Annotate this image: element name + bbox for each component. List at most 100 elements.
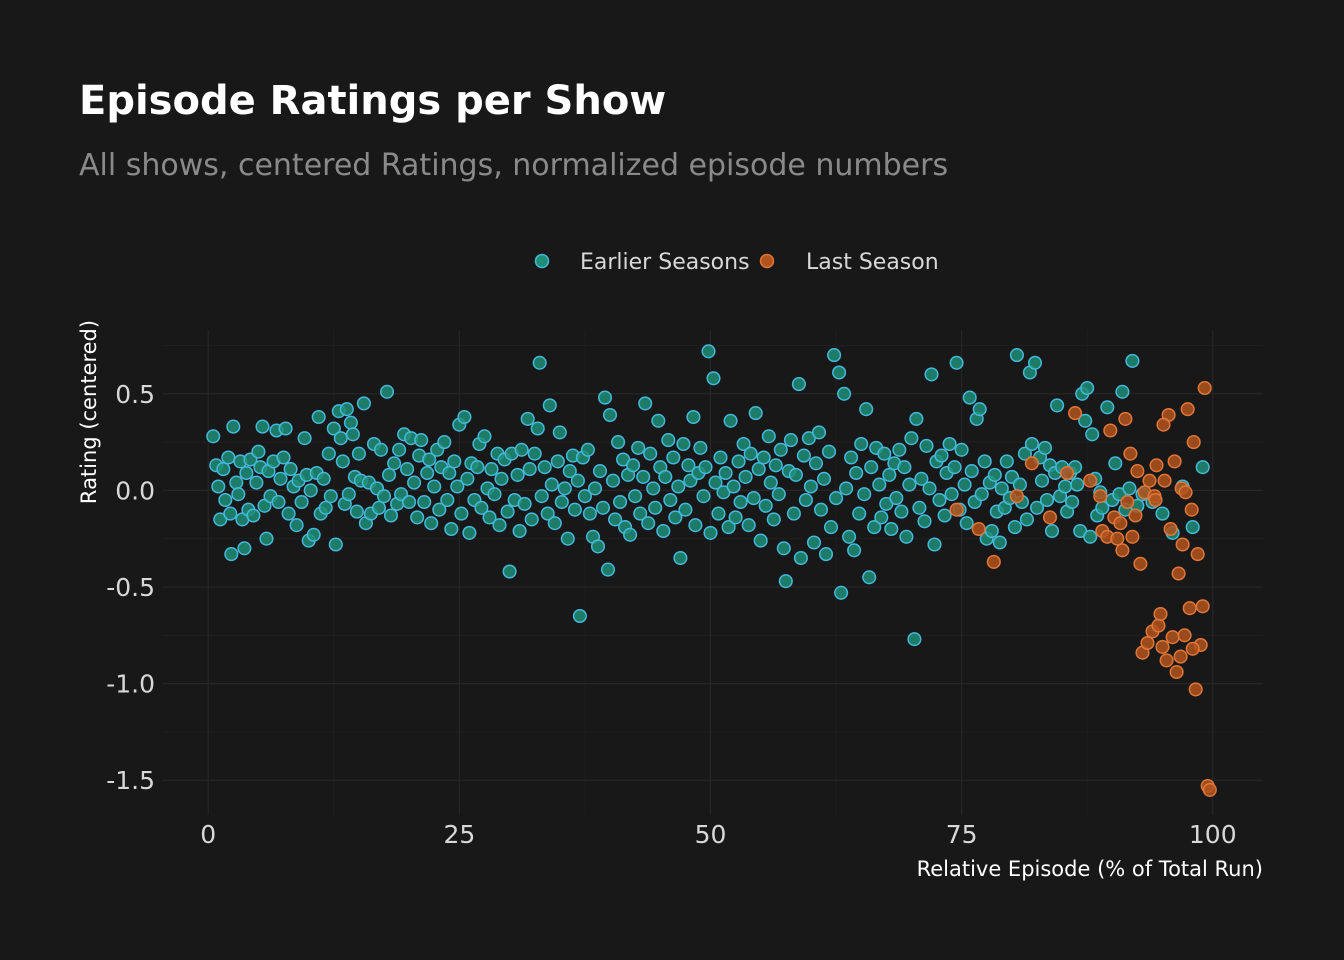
data-point <box>1167 454 1182 469</box>
x-axis-title: Relative Episode (% of Total Run) <box>917 857 1263 881</box>
data-point <box>608 512 623 527</box>
data-point <box>778 574 793 589</box>
y-tick-label: 0.5 <box>115 380 155 409</box>
data-point <box>229 475 244 490</box>
data-point <box>854 436 869 452</box>
data-point <box>932 492 947 508</box>
data-point <box>206 429 221 444</box>
data-point <box>972 402 987 417</box>
data-point <box>688 518 703 533</box>
data-point <box>1118 411 1133 426</box>
data-point <box>534 489 549 504</box>
data-point <box>562 464 577 479</box>
data-point <box>718 465 733 481</box>
data-point <box>454 506 469 521</box>
data-point <box>544 477 559 492</box>
data-point <box>696 489 711 504</box>
data-point <box>306 527 321 542</box>
data-point <box>829 491 844 506</box>
data-point <box>427 479 442 494</box>
data-point <box>1007 520 1022 535</box>
data-point <box>643 446 658 461</box>
data-point <box>1017 446 1032 461</box>
data-point <box>1012 477 1027 492</box>
data-point <box>839 481 854 496</box>
data-point <box>613 494 628 510</box>
data-point <box>882 467 897 482</box>
data-point <box>567 502 582 517</box>
data-point <box>741 518 756 533</box>
data-point <box>1197 380 1212 396</box>
data-point <box>959 516 974 531</box>
data-point <box>595 500 611 515</box>
data-point <box>844 450 859 465</box>
data-point <box>1029 500 1045 515</box>
legend: Earlier Seasons Last Season <box>534 250 939 275</box>
data-point <box>1148 492 1163 508</box>
data-point <box>271 494 286 510</box>
data-point <box>602 407 618 423</box>
data-point <box>402 494 417 510</box>
data-point <box>904 431 919 446</box>
data-point <box>502 564 517 579</box>
data-point <box>723 413 738 428</box>
data-point <box>808 456 824 471</box>
data-point <box>414 433 429 448</box>
data-point <box>1125 353 1140 368</box>
data-point <box>577 489 592 504</box>
data-point <box>992 535 1007 550</box>
data-point <box>512 523 527 539</box>
y-tick-label: -0.5 <box>106 573 155 602</box>
data-point <box>768 458 783 473</box>
data-point <box>224 547 239 562</box>
data-point <box>231 487 246 502</box>
data-point <box>1156 417 1171 432</box>
data-point <box>530 421 545 436</box>
data-point <box>383 508 399 523</box>
data-point <box>400 462 415 477</box>
data-point <box>999 454 1014 469</box>
data-point <box>661 433 676 448</box>
data-point <box>326 421 341 436</box>
chart-subtitle: All shows, centered Ratings, normalized … <box>79 148 948 183</box>
data-point <box>303 483 318 498</box>
data-point <box>605 473 621 488</box>
data-point <box>974 487 989 502</box>
data-point <box>470 460 485 475</box>
data-point <box>1115 543 1130 558</box>
data-point <box>1108 456 1123 471</box>
data-point <box>520 411 535 426</box>
data-point <box>663 492 678 508</box>
data-point <box>484 462 499 477</box>
data-point <box>379 384 395 399</box>
data-point <box>636 469 651 484</box>
data-point <box>827 348 842 363</box>
data-point <box>899 529 914 544</box>
data-point <box>872 477 887 492</box>
data-point <box>1188 682 1203 697</box>
data-point <box>823 520 839 535</box>
data-point <box>877 446 892 461</box>
legend-label-earlier-seasons: Earlier Seasons <box>580 250 750 275</box>
data-point <box>698 460 713 475</box>
data-point <box>351 446 366 461</box>
data-point <box>1155 639 1170 654</box>
data-point <box>987 467 1002 482</box>
data-point <box>796 448 811 463</box>
data-point <box>736 436 751 452</box>
data-point <box>226 419 241 434</box>
data-point <box>693 440 708 455</box>
data-point <box>783 433 798 448</box>
data-point <box>1190 547 1205 562</box>
data-point <box>1142 473 1157 488</box>
data-point <box>249 475 264 490</box>
data-point <box>477 429 492 444</box>
data-point <box>934 448 949 463</box>
data-point <box>867 520 882 535</box>
data-point <box>407 475 422 490</box>
data-point <box>487 487 502 502</box>
data-point <box>1185 641 1200 656</box>
data-point <box>773 442 788 457</box>
data-point <box>1009 348 1024 363</box>
data-point <box>837 386 852 401</box>
